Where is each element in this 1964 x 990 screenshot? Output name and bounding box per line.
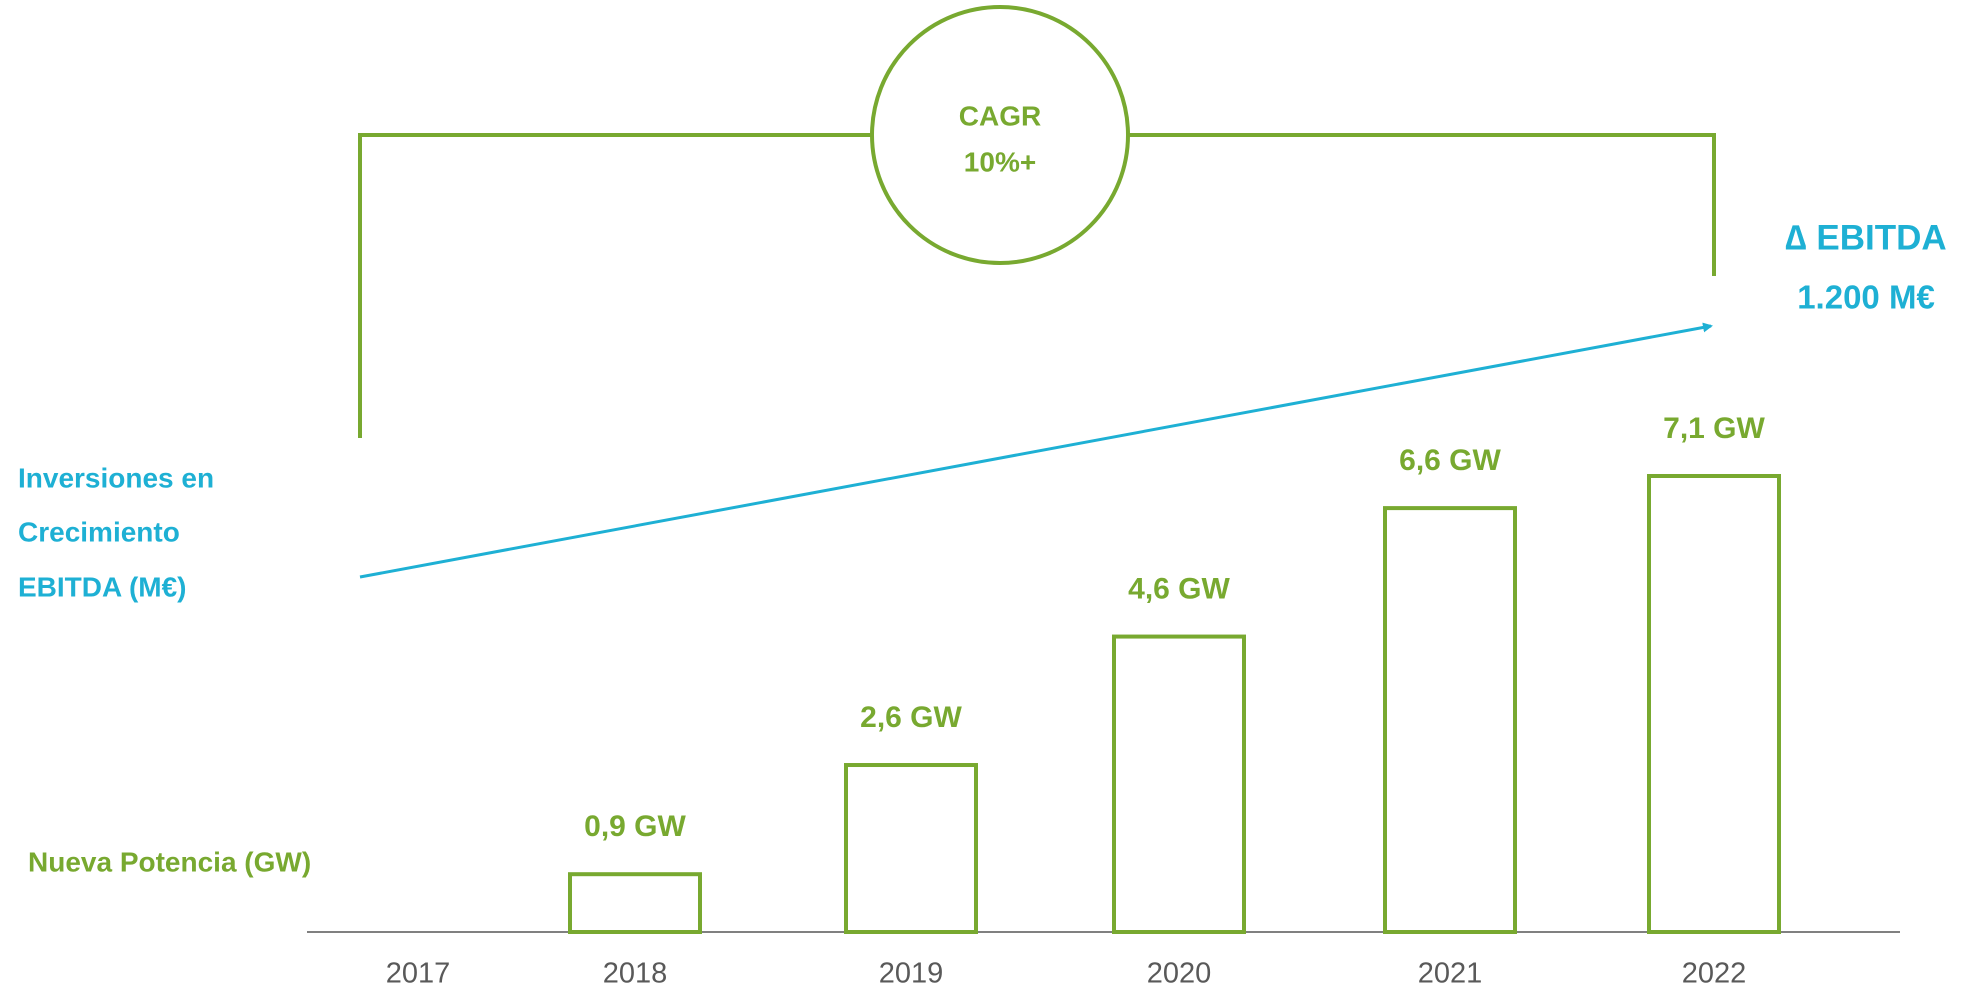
investment-label: Inversiones en xyxy=(18,462,214,493)
ebitda-value: 1.200 M€ xyxy=(1797,279,1935,316)
bar xyxy=(844,763,978,935)
bracket-right xyxy=(1128,133,1716,276)
investment-label: EBITDA (M€) xyxy=(18,571,187,602)
value-label: 0,9 GW xyxy=(584,810,686,843)
bar xyxy=(1112,634,1246,934)
ebitda-label: ∆ EBITDA xyxy=(1785,218,1946,257)
x-tick-label: 2022 xyxy=(1682,958,1747,990)
x-tick-label: 2020 xyxy=(1147,958,1212,990)
bar xyxy=(568,872,702,935)
value-label: 7,1 GW xyxy=(1663,412,1765,445)
cagr-label: CAGR xyxy=(959,100,1041,131)
cagr-circle xyxy=(870,5,1130,265)
bar xyxy=(1383,506,1517,934)
x-tick-label: 2018 xyxy=(603,958,668,990)
bracket-left xyxy=(358,133,872,438)
value-label: 6,6 GW xyxy=(1399,444,1501,477)
investment-label: Crecimiento xyxy=(18,516,180,547)
x-tick-label: 2019 xyxy=(879,958,944,990)
bar xyxy=(1647,474,1781,934)
x-tick-label: 2017 xyxy=(386,958,451,990)
x-tick-label: 2021 xyxy=(1418,958,1483,990)
cagr-value: 10%+ xyxy=(964,146,1036,177)
power-label: Nueva Potencia (GW) xyxy=(28,846,311,877)
value-label: 4,6 GW xyxy=(1128,572,1230,605)
value-label: 2,6 GW xyxy=(860,701,962,734)
growth-arrow xyxy=(359,322,1713,579)
